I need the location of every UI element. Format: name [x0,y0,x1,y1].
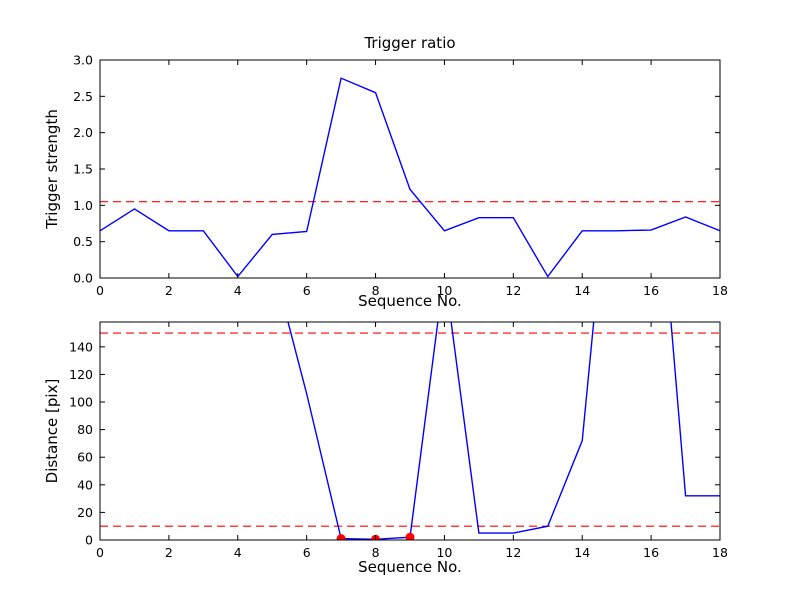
bottom-y-ticks: 0 20 40 60 80 100 120 140 [69,339,720,548]
trigger-strength-line [100,77,720,278]
top-x-ticks: 0 2 4 6 8 10 12 14 16 18 [96,60,728,298]
top-y-ticks: 0.0 0.5 1.0 1.5 2.0 2.5 3.0 [73,53,720,286]
matched-points-marker [336,534,346,540]
x-tick-label: 6 [303,283,311,298]
x-tick-label: 2 [165,283,173,298]
x-tick-label: 14 [574,283,590,298]
y-tick-label: 60 [77,450,93,465]
matched-points-marker [405,532,415,540]
y-tick-label: 100 [69,395,93,410]
bottom-x-ticks: 0 2 4 6 8 10 12 14 16 18 [96,322,728,560]
distance-line [287,322,720,540]
x-tick-label: 4 [234,283,242,298]
y-tick-label: 140 [69,339,93,354]
x-tick-label: 6 [303,545,311,560]
bottom-plot-xlabel: Sequence No. [358,558,462,576]
x-tick-label: 10 [436,545,452,560]
top-plot-ylabel: Trigger strength [43,109,61,229]
y-tick-label: 0.0 [73,271,93,286]
x-tick-label: 0 [96,545,104,560]
y-tick-label: 20 [77,505,93,520]
y-tick-label: 80 [77,422,93,437]
top-subplot: 0 2 4 6 8 10 12 14 16 18 0.0 0.5 1.0 1.5 2.0 2.5 3.0 [73,53,728,299]
y-tick-label: 1.0 [73,198,93,213]
bottom-axes-frame [99,321,721,541]
bottom-plot-ylabel: Distance [pix] [43,378,61,484]
x-tick-label: 16 [643,283,659,298]
x-tick-label: 18 [712,283,728,298]
x-tick-label: 8 [372,283,380,298]
x-tick-label: 0 [96,283,104,298]
y-tick-label: 3.0 [73,53,93,68]
top-plot-xlabel: Sequence No. [358,292,462,310]
x-tick-label: 18 [712,545,728,560]
x-tick-label: 12 [505,545,521,560]
x-tick-label: 16 [643,545,659,560]
y-tick-label: 0.5 [73,234,93,249]
y-tick-label: 2.5 [73,89,93,104]
x-tick-label: 14 [574,545,590,560]
x-tick-label: 2 [165,545,173,560]
x-tick-label: 8 [372,545,380,560]
x-tick-label: 10 [436,283,452,298]
top-axes-frame [99,59,721,279]
y-tick-label: 0 [85,533,93,548]
y-tick-label: 40 [77,477,93,492]
y-tick-label: 1.5 [73,162,93,177]
y-tick-label: 120 [69,367,93,382]
x-tick-label: 4 [234,545,242,560]
bottom-subplot: 0 2 4 6 8 10 12 14 16 18 0 20 40 60 80 100 120 140 [69,321,728,560]
x-tick-label: 12 [505,283,521,298]
top-plot-title: Trigger ratio [364,34,456,52]
y-tick-label: 2.0 [73,125,93,140]
